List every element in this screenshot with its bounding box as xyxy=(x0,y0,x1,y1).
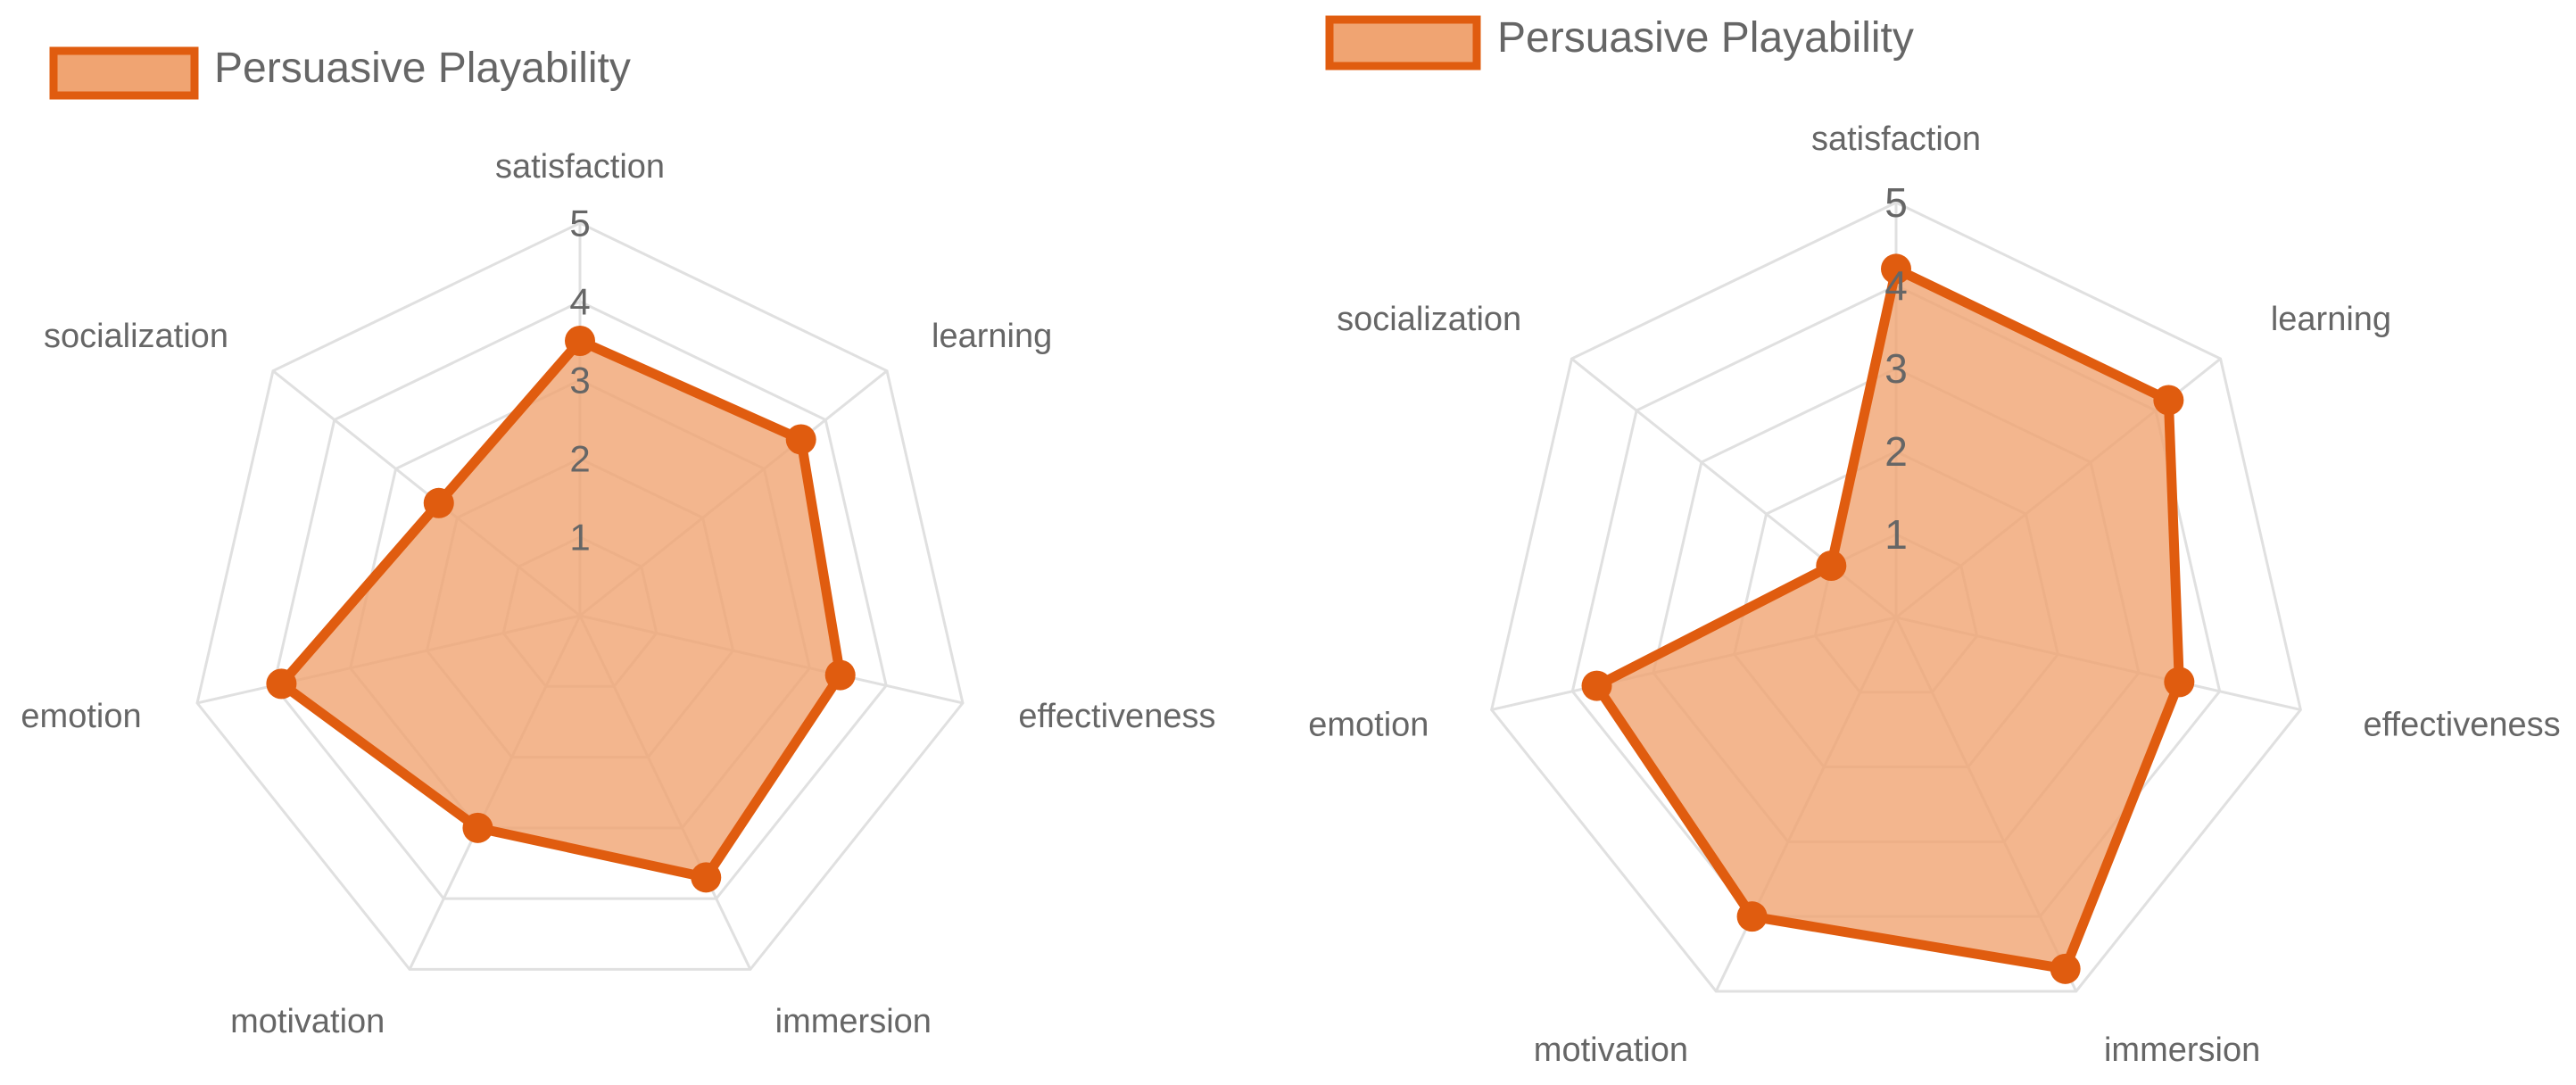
tick-label: 5 xyxy=(1884,179,1908,226)
tick-label: 1 xyxy=(1884,511,1908,558)
data-point-satisfaction[interactable] xyxy=(1881,253,1911,285)
axis-label-emotion: emotion xyxy=(1308,706,1429,743)
series-area xyxy=(1592,263,2184,974)
data-point-immersion[interactable] xyxy=(2050,953,2081,984)
legend-swatch[interactable] xyxy=(1325,15,1481,70)
data-point-learning[interactable] xyxy=(2153,385,2184,416)
grid-ring xyxy=(195,221,965,971)
data-point-motivation[interactable] xyxy=(1736,901,1768,932)
axis-label-learning: learning xyxy=(2271,301,2391,338)
axis-label-learning: learning xyxy=(932,318,1052,355)
grid-ring xyxy=(1490,201,2302,993)
axis-label-motivation: motivation xyxy=(230,1003,385,1040)
tick-label: 2 xyxy=(569,438,590,480)
radar-chart-right: Persuasive Playability 1 2 3 4 5 satisfaction l… xyxy=(1308,14,2560,1069)
data-point-emotion[interactable] xyxy=(266,668,297,700)
data-point-satisfaction[interactable] xyxy=(565,326,595,356)
axis-label-immersion: immersion xyxy=(2104,1031,2260,1069)
tick-label: 1 xyxy=(569,517,590,559)
data-point-effectiveness[interactable] xyxy=(2164,667,2195,698)
grid-ring xyxy=(272,300,888,900)
tick-label: 3 xyxy=(1884,345,1908,392)
data-point-motivation[interactable] xyxy=(462,812,493,843)
data-point-immersion[interactable] xyxy=(691,862,722,893)
axis-label-emotion: emotion xyxy=(21,698,141,735)
data-point-learning[interactable] xyxy=(785,424,816,455)
tick-label: 4 xyxy=(1884,262,1908,309)
legend-swatch[interactable] xyxy=(49,46,199,100)
data-point-socialization[interactable] xyxy=(423,487,454,518)
radar-chart-left: Persuasive Playability 1 2 3 4 5 satisfaction l… xyxy=(21,45,1215,1040)
legend-label: Persuasive Playability xyxy=(1497,14,1914,62)
axis-label-satisfaction: satisfaction xyxy=(495,148,665,186)
tick-label: 2 xyxy=(1884,428,1908,475)
tick-label: 3 xyxy=(569,360,590,402)
axis-label-immersion: immersion xyxy=(775,1003,932,1040)
tick-label: 4 xyxy=(569,281,590,323)
series-area xyxy=(276,335,846,882)
axis-label-satisfaction: satisfaction xyxy=(1811,120,1981,158)
data-point-effectiveness[interactable] xyxy=(824,659,856,691)
axis-label-socialization: socialization xyxy=(44,318,228,355)
axis-label-socialization: socialization xyxy=(1337,301,1521,338)
data-point-socialization[interactable] xyxy=(1816,551,1847,582)
data-point-emotion[interactable] xyxy=(1581,670,1612,701)
tick-label: 5 xyxy=(569,203,590,244)
axis-label-effectiveness: effectiveness xyxy=(2364,706,2561,743)
axis-label-motivation: motivation xyxy=(1534,1031,1688,1069)
legend-label: Persuasive Playability xyxy=(214,45,631,92)
axis-label-effectiveness: effectiveness xyxy=(1018,698,1215,735)
